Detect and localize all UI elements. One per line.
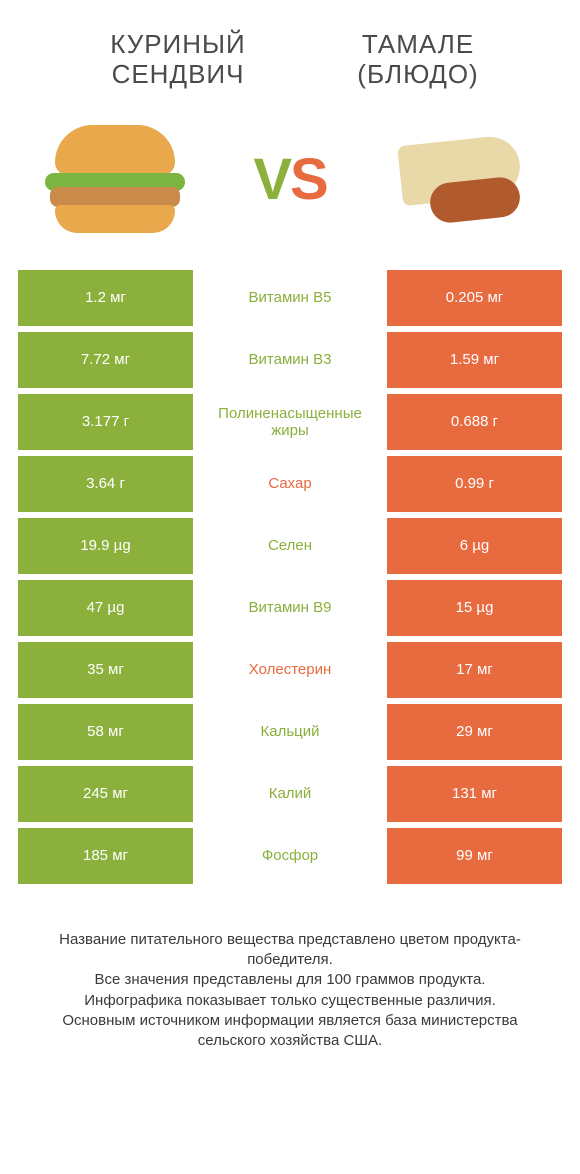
nutrient-label: Сахар [193,456,387,512]
header: КУРИНЫЙ СЕНДВИЧ ТАМАЛЕ (БЛЮДО) [0,0,580,100]
footer-line: Название питательного вещества представл… [30,930,550,971]
right-value-cell: 15 µg [387,580,562,636]
table-row: 3.177 гПолиненасыщенные жиры0.688 г [18,394,562,450]
left-food-image [30,120,200,240]
left-value-cell: 3.177 г [18,394,193,450]
table-row: 1.2 мгВитамин B50.205 мг [18,270,562,326]
left-value-cell: 19.9 µg [18,518,193,574]
nutrient-label: Витамин B5 [193,270,387,326]
right-value-cell: 99 мг [387,828,562,884]
right-food-title: ТАМАЛЕ (БЛЮДО) [306,30,530,90]
nutrient-label: Селен [193,518,387,574]
right-value-cell: 0.205 мг [387,270,562,326]
nutrient-label: Витамин B3 [193,332,387,388]
footer-line: Все значения представлены для 100 граммо… [30,970,550,990]
table-row: 35 мгХолестерин17 мг [18,642,562,698]
left-value-cell: 185 мг [18,828,193,884]
comparison-table: 1.2 мгВитамин B50.205 мг7.72 мгВитамин B… [0,270,580,884]
table-row: 19.9 µgСелен6 µg [18,518,562,574]
vs-s: S [290,147,327,212]
table-row: 47 µgВитамин B915 µg [18,580,562,636]
table-row: 185 мгФосфор99 мг [18,828,562,884]
tamale-icon [390,130,540,230]
right-value-cell: 29 мг [387,704,562,760]
left-value-cell: 3.64 г [18,456,193,512]
table-row: 3.64 гСахар0.99 г [18,456,562,512]
nutrient-label: Полиненасыщенные жиры [193,394,387,450]
footer-notes: Название питательного вещества представл… [0,890,580,1072]
table-row: 7.72 мгВитамин B31.59 мг [18,332,562,388]
footer-line: Основным источником информации является … [30,1011,550,1052]
vs-label: VS [253,146,326,213]
right-value-cell: 0.99 г [387,456,562,512]
right-value-cell: 131 мг [387,766,562,822]
images-row: VS [0,100,580,270]
left-value-cell: 7.72 мг [18,332,193,388]
nutrient-label: Фосфор [193,828,387,884]
table-row: 58 мгКальций29 мг [18,704,562,760]
footer-line: Инфографика показывает только существенн… [30,991,550,1011]
right-value-cell: 6 µg [387,518,562,574]
right-food-image [380,120,550,240]
table-row: 245 мгКалий131 мг [18,766,562,822]
right-value-cell: 0.688 г [387,394,562,450]
left-value-cell: 1.2 мг [18,270,193,326]
left-food-title: КУРИНЫЙ СЕНДВИЧ [50,30,306,90]
vs-v: V [253,147,290,212]
right-value-cell: 1.59 мг [387,332,562,388]
nutrient-label: Кальций [193,704,387,760]
left-value-cell: 58 мг [18,704,193,760]
left-value-cell: 35 мг [18,642,193,698]
left-value-cell: 47 µg [18,580,193,636]
nutrient-label: Холестерин [193,642,387,698]
right-value-cell: 17 мг [387,642,562,698]
sandwich-icon [35,125,195,235]
nutrient-label: Калий [193,766,387,822]
nutrient-label: Витамин B9 [193,580,387,636]
left-value-cell: 245 мг [18,766,193,822]
